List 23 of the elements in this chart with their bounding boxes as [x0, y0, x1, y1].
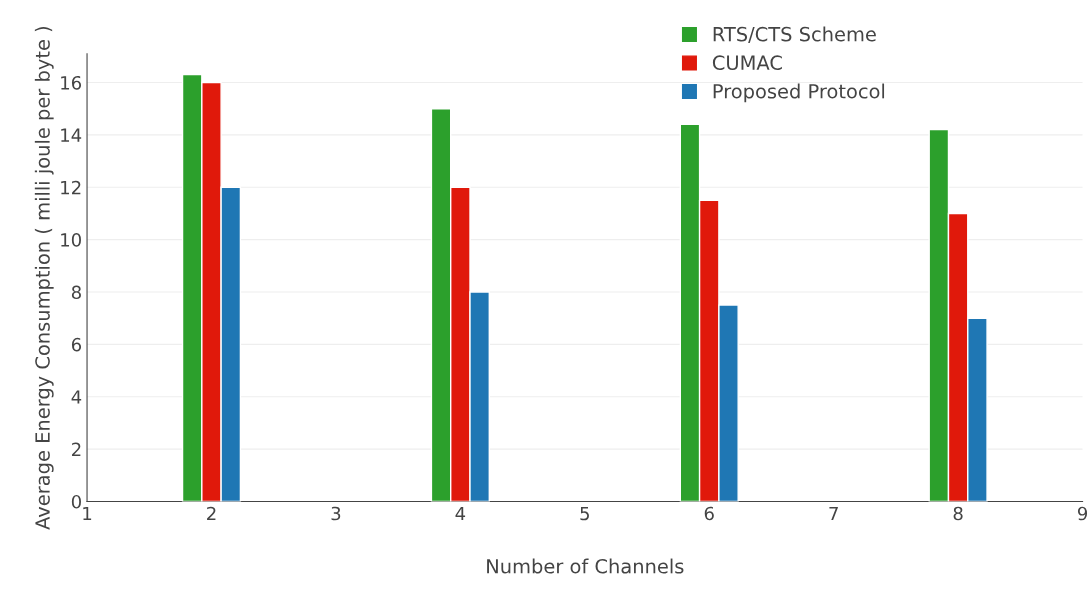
x-tick-label: 4 [455, 506, 466, 521]
x-axis-title: Number of Channels [487, 558, 684, 574]
y-tick-label: 2 [72, 442, 81, 456]
legend-label: Proposed Protocol [713, 83, 885, 103]
y-axis-title: Average Energy Consumption ( milli joule per byte ) [34, 26, 54, 530]
y-tick-label: 12 [61, 180, 81, 195]
y-tick-label: 14 [61, 128, 82, 142]
x-tick-label: 7 [829, 506, 838, 521]
x-tick-label: 1 [83, 506, 92, 521]
legend-label: CUMAC [712, 55, 782, 71]
y-tick-label: 10 [61, 233, 81, 247]
y-tick-label: 16 [61, 75, 82, 90]
y-tick-label: 6 [71, 337, 82, 352]
y-tick-label: 0 [71, 494, 81, 509]
x-tick-label: 2 [207, 506, 216, 521]
y-tick-label: 8 [71, 285, 81, 300]
y-tick-label: 4 [71, 390, 82, 404]
x-tick-label: 3 [331, 506, 341, 521]
legend-label: RTS/CTS Scheme [713, 26, 876, 44]
x-tick-label: 5 [580, 506, 589, 521]
x-tick-label: 9 [1077, 506, 1088, 521]
x-tick-label: 6 [704, 506, 714, 521]
x-tick-label: 8 [953, 506, 963, 521]
